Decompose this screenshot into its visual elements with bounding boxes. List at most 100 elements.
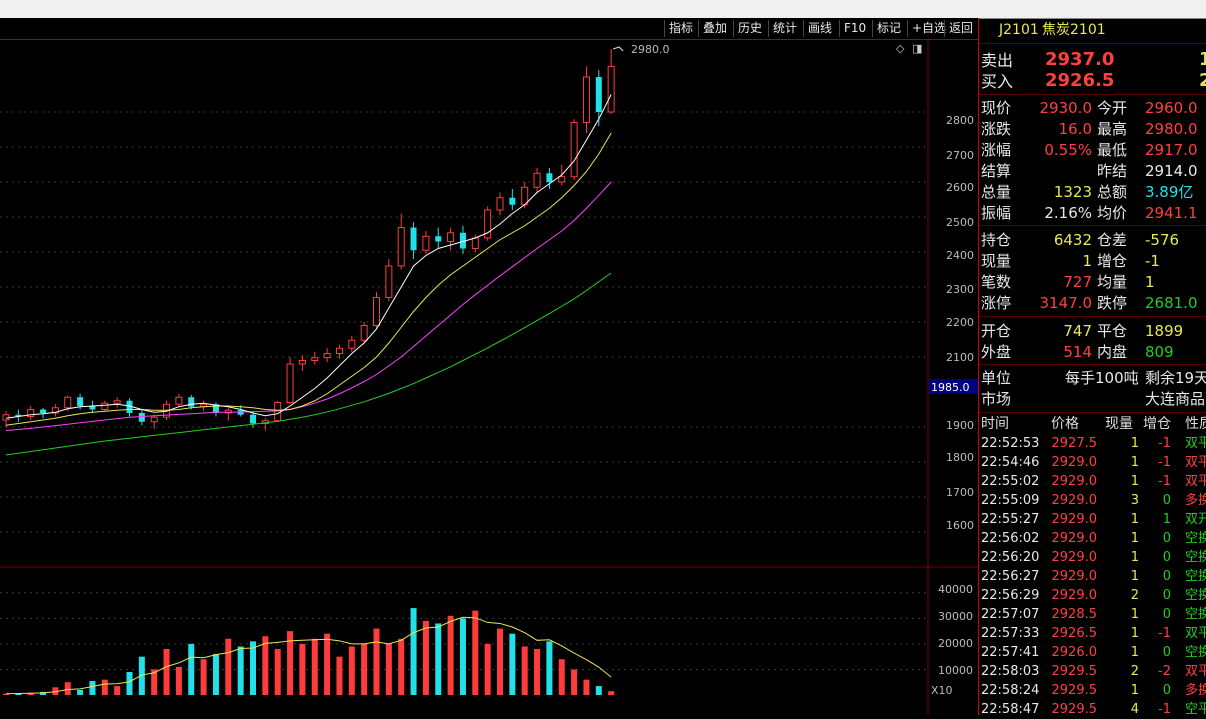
tick-nature: 多换 xyxy=(1185,683,1206,698)
quote-value: 747 xyxy=(1063,322,1092,340)
tick-volume: 2 xyxy=(1130,664,1139,679)
quote-value: 514 xyxy=(1063,343,1092,361)
volume-bar xyxy=(546,641,553,695)
tick-nature: 空换 xyxy=(1185,645,1206,660)
tick-oi-change: -2 xyxy=(1158,664,1171,679)
quote-label: 跌停 xyxy=(1097,294,1128,312)
overlay-button[interactable]: 叠加 xyxy=(698,20,731,37)
draw-line-button[interactable]: 画线 xyxy=(803,20,836,37)
candle xyxy=(188,394,195,410)
kline-chart[interactable]: 2800 2700 2600 2500 2400 2300 2200 2100 … xyxy=(0,40,978,715)
tick-nature: 空换 xyxy=(1185,588,1206,603)
tick-oi-change: 0 xyxy=(1162,531,1171,546)
statistics-button[interactable]: 统计 xyxy=(768,20,801,37)
panel-toggle-icon[interactable]: ◨ xyxy=(912,42,922,55)
volume-bar xyxy=(114,686,121,695)
volume-bar xyxy=(459,618,466,695)
quote-value: -576 xyxy=(1145,231,1180,249)
price-tick-label: 2700 xyxy=(946,149,974,162)
quote-label: 最高 xyxy=(1097,120,1128,138)
candle xyxy=(385,259,393,301)
contract-code: J2101 xyxy=(999,22,1039,38)
volume-bar xyxy=(336,656,343,695)
tick-volume: 1 xyxy=(1130,550,1139,565)
volume-bar xyxy=(410,608,417,695)
quote-label: 仓差 xyxy=(1097,231,1128,249)
candle xyxy=(435,227,442,249)
header-volume: 现量 xyxy=(1105,416,1133,432)
tick-table-header: 时间 价格 现量 增仓 性质 xyxy=(979,415,1206,434)
volume-tick-label: 10000 xyxy=(938,664,973,677)
mark-button[interactable]: 标记 xyxy=(872,20,905,37)
diamond-icon[interactable]: ◇ xyxy=(896,42,905,55)
quote-value: 2914.0 xyxy=(1145,162,1198,180)
volume-bar xyxy=(27,692,34,695)
tick-time: 22:58:24 xyxy=(981,683,1040,698)
tick-row[interactable]: 22:56:20 2929.0 1 0 空换 xyxy=(979,548,1206,567)
tick-oi-change: -1 xyxy=(1158,455,1171,470)
tick-row[interactable]: 22:58:24 2929.5 1 0 多换 xyxy=(979,681,1206,700)
price-tick-label: 1900 xyxy=(946,419,974,432)
tick-row[interactable]: 22:55:09 2929.0 3 0 多换 xyxy=(979,491,1206,510)
tick-price: 2929.0 xyxy=(1051,569,1098,584)
add-watchlist-button[interactable]: +自选 xyxy=(907,20,950,37)
candle xyxy=(546,168,553,189)
price-tick-label: 2200 xyxy=(946,316,974,329)
quote-value: 2980.0 xyxy=(1145,120,1198,138)
tick-nature: 空换 xyxy=(1185,607,1206,622)
candle xyxy=(286,357,294,405)
max-price-marker: 2980.0 xyxy=(612,43,670,56)
quote-value: 2960.0 xyxy=(1145,99,1198,117)
quote-value: 2917.0 xyxy=(1145,141,1198,159)
tick-row[interactable]: 22:56:02 2929.0 1 0 空换 xyxy=(979,529,1206,548)
quote-label: 昨结 xyxy=(1097,162,1128,180)
tick-row[interactable]: 22:55:27 2929.0 1 1 双开 xyxy=(979,510,1206,529)
max-price-label: 2980.0 xyxy=(631,43,670,56)
tick-row[interactable]: 22:58:03 2929.5 2 -2 双平 xyxy=(979,662,1206,681)
quote-label: 涨跌 xyxy=(981,120,1012,138)
header-nature: 性质 xyxy=(1185,416,1206,432)
quote-label: 均价 xyxy=(1097,204,1128,222)
tick-volume: 1 xyxy=(1130,531,1139,546)
tick-oi-change: 1 xyxy=(1162,512,1171,527)
tick-row[interactable]: 22:58:47 2929.5 4 -1 空平 xyxy=(979,700,1206,719)
candle xyxy=(582,66,590,133)
buy-qty: 2 xyxy=(1199,70,1206,91)
chart-grid xyxy=(0,111,928,533)
quote-value: 1899 xyxy=(1145,322,1184,340)
f10-button[interactable]: F10 xyxy=(839,20,870,37)
window-title-bar xyxy=(0,0,1206,19)
quote-value: 2930.0 xyxy=(1039,99,1093,117)
tick-time: 22:52:53 xyxy=(981,436,1040,451)
quote-value: 1 xyxy=(1145,273,1155,291)
tick-oi-change: 0 xyxy=(1162,493,1171,508)
quote-value: 0.55% xyxy=(1044,141,1092,159)
indicator-button[interactable]: 指标 xyxy=(664,20,697,37)
tick-row[interactable]: 22:56:29 2929.0 2 0 空换 xyxy=(979,586,1206,605)
tick-nature: 双平 xyxy=(1185,474,1206,489)
tick-time: 22:58:47 xyxy=(981,702,1040,717)
contract-name: 焦炭2101 xyxy=(1042,22,1106,38)
tick-row[interactable]: 22:57:41 2926.0 1 0 空换 xyxy=(979,643,1206,662)
tick-price: 2927.5 xyxy=(1051,436,1098,451)
tick-row[interactable]: 22:57:33 2926.5 1 -1 双平 xyxy=(979,624,1206,643)
tick-row[interactable]: 22:56:27 2929.0 1 0 空换 xyxy=(979,567,1206,586)
tick-row[interactable]: 22:57:07 2928.5 1 0 空换 xyxy=(979,605,1206,624)
quote-label: 增仓 xyxy=(1097,252,1128,270)
tick-row[interactable]: 22:54:46 2929.0 1 -1 双平 xyxy=(979,453,1206,472)
tick-price: 2929.0 xyxy=(1051,550,1098,565)
tick-row[interactable]: 22:55:02 2929.0 1 -1 双平 xyxy=(979,472,1206,491)
tick-time: 22:56:27 xyxy=(981,569,1040,584)
volume-bar xyxy=(373,628,380,695)
tick-oi-change: 0 xyxy=(1162,588,1171,603)
tick-row[interactable]: 22:52:53 2927.5 1 -1 双平 xyxy=(979,434,1206,453)
back-button[interactable]: 返回 xyxy=(944,20,977,37)
tick-nature: 空平 xyxy=(1185,702,1206,717)
quote-label: 持仓 xyxy=(981,231,1012,249)
sell-qty: 1 xyxy=(1199,49,1206,70)
volume-bars xyxy=(0,592,928,695)
remaining-days: 剩余19天 xyxy=(1145,369,1206,387)
volume-bar xyxy=(497,628,503,695)
candle xyxy=(595,70,602,126)
history-button[interactable]: 历史 xyxy=(733,20,766,37)
